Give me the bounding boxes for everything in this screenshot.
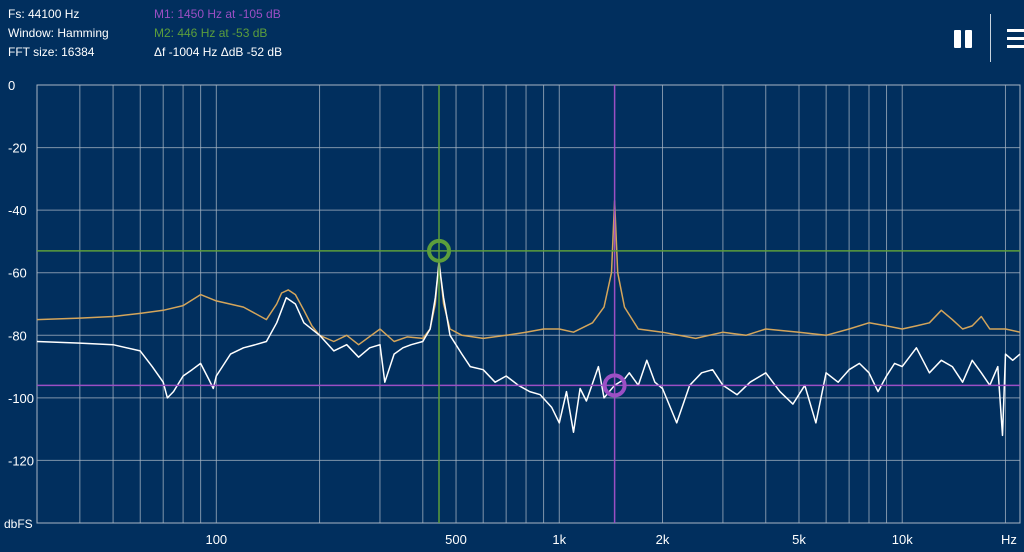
- marker-info: M1: 1450 Hz at -105 dB M2: 446 Hz at -53…: [154, 5, 282, 62]
- sample-rate-label: Fs: 44100 Hz: [8, 7, 80, 21]
- marker1-readout: M1: 1450 Hz at -105 dB: [154, 7, 281, 21]
- signal-info: Fs: 44100 Hz Window: Hamming FFT size: 1…: [8, 5, 109, 62]
- marker-m2-ring: [427, 238, 452, 263]
- x-tick-label: 100: [205, 532, 227, 547]
- marker-m1-ring: [602, 373, 627, 398]
- y-tick-label: 0: [8, 78, 15, 93]
- window-type-label: Window: Hamming: [8, 26, 109, 40]
- y-unit-label: dbFS: [4, 517, 33, 531]
- fft-size-label: FFT size: 16384: [8, 45, 95, 59]
- x-tick-label: 1k: [552, 532, 566, 547]
- pause-button[interactable]: [952, 26, 976, 52]
- y-tick-label: -100: [8, 391, 34, 406]
- y-tick-label: -40: [8, 203, 27, 218]
- marker2-readout: M2: 446 Hz at -53 dB: [154, 26, 268, 40]
- x-tick-label: 2k: [656, 532, 670, 547]
- y-tick-label: -80: [8, 328, 27, 343]
- x-unit-label: Hz: [1001, 532, 1017, 547]
- spectrum-peak-hold-line: [36, 200, 1021, 346]
- x-tick-label: 10k: [892, 532, 913, 547]
- menu-button[interactable]: [1004, 26, 1024, 52]
- x-tick-label: 500: [445, 532, 467, 547]
- x-tick-label: 5k: [792, 532, 806, 547]
- toolbar: [924, 14, 1024, 62]
- y-tick-label: -20: [8, 141, 27, 156]
- spectrum-live-line: [36, 262, 1021, 437]
- y-tick-label: -60: [8, 266, 27, 281]
- toolbar-divider: [990, 14, 991, 62]
- delta-readout: Δf -1004 Hz ΔdB -52 dB: [154, 45, 283, 59]
- y-tick-label: -120: [8, 453, 34, 468]
